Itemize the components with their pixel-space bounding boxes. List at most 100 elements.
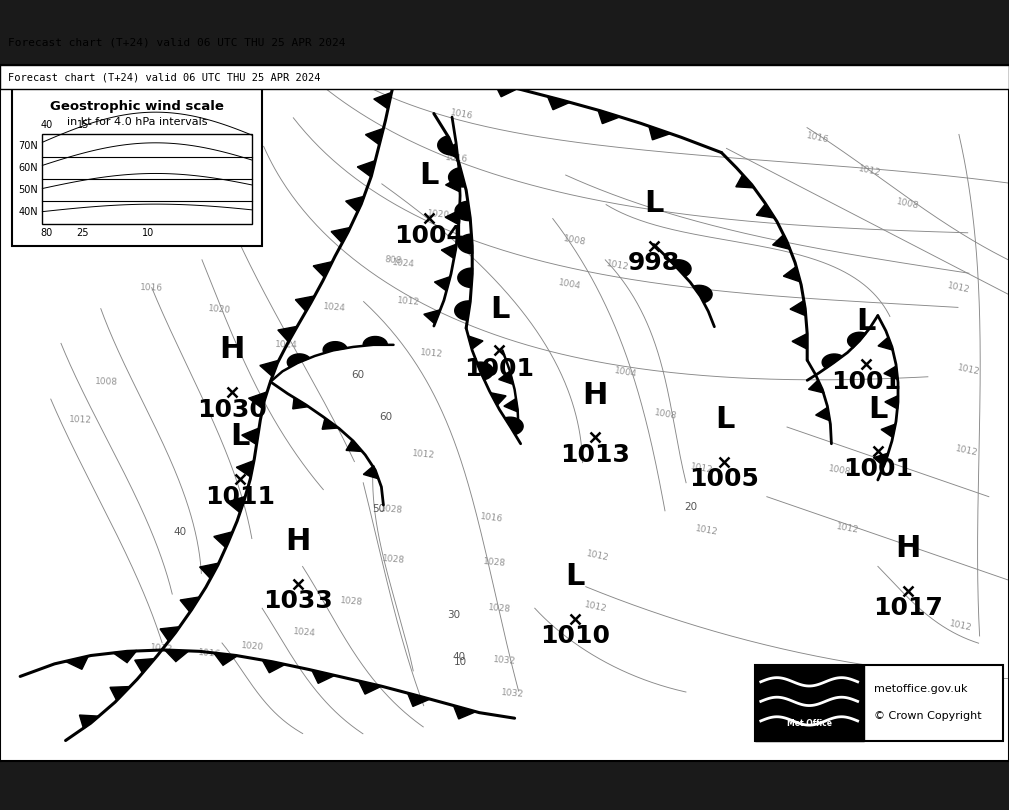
- Text: 1012: 1012: [955, 445, 979, 458]
- Text: 1010: 1010: [540, 625, 610, 648]
- Polygon shape: [438, 136, 455, 155]
- Polygon shape: [757, 204, 775, 218]
- Polygon shape: [736, 175, 755, 188]
- Text: 1004: 1004: [613, 366, 638, 379]
- Text: H: H: [895, 534, 921, 563]
- Polygon shape: [66, 656, 88, 669]
- Polygon shape: [453, 706, 476, 719]
- Bar: [42, 134, 252, 224]
- Polygon shape: [848, 332, 866, 347]
- Text: 1001: 1001: [843, 457, 913, 481]
- Polygon shape: [445, 210, 459, 225]
- Polygon shape: [363, 466, 378, 479]
- Polygon shape: [476, 362, 493, 380]
- Text: 60N: 60N: [19, 163, 38, 173]
- Text: 1012: 1012: [835, 522, 860, 535]
- Polygon shape: [792, 334, 807, 349]
- Polygon shape: [455, 201, 470, 220]
- Polygon shape: [458, 234, 473, 254]
- Polygon shape: [443, 143, 458, 158]
- Text: 1008: 1008: [827, 464, 852, 476]
- Text: 1016: 1016: [198, 648, 222, 659]
- Polygon shape: [503, 399, 518, 412]
- Polygon shape: [808, 380, 824, 393]
- Polygon shape: [312, 670, 335, 684]
- Polygon shape: [260, 360, 278, 377]
- Text: L: L: [489, 295, 510, 324]
- Polygon shape: [181, 597, 200, 612]
- Text: 1016: 1016: [450, 109, 474, 122]
- Polygon shape: [878, 337, 893, 350]
- Text: L: L: [644, 189, 664, 218]
- Text: L: L: [856, 308, 876, 336]
- Text: 1012: 1012: [70, 416, 92, 425]
- Text: Geostrophic wind scale: Geostrophic wind scale: [50, 100, 224, 113]
- Polygon shape: [293, 398, 309, 409]
- Polygon shape: [135, 659, 154, 673]
- Polygon shape: [455, 301, 470, 320]
- Text: 30: 30: [447, 610, 461, 620]
- Text: 40: 40: [173, 526, 187, 536]
- Bar: [755, 665, 864, 740]
- Text: Forecast chart (T+24) valid 06 UTC THU 25 APR 2024: Forecast chart (T+24) valid 06 UTC THU 2…: [8, 37, 345, 47]
- Polygon shape: [262, 660, 286, 673]
- Text: 1008: 1008: [896, 198, 920, 211]
- Text: 1012: 1012: [420, 348, 444, 360]
- Text: 1016: 1016: [479, 512, 503, 523]
- Text: L: L: [230, 422, 250, 451]
- Text: 1012: 1012: [694, 524, 718, 536]
- Text: 1016: 1016: [139, 283, 163, 292]
- Text: 1012: 1012: [957, 363, 981, 377]
- Polygon shape: [815, 407, 829, 420]
- Text: 40: 40: [40, 120, 52, 130]
- Text: 808: 808: [384, 254, 403, 265]
- Polygon shape: [110, 687, 130, 701]
- Text: 1012: 1012: [858, 164, 882, 177]
- Text: 1012: 1012: [412, 450, 436, 460]
- Text: 1008: 1008: [563, 234, 587, 247]
- Polygon shape: [446, 177, 460, 192]
- Text: 1005: 1005: [689, 467, 760, 492]
- Polygon shape: [790, 301, 806, 316]
- Polygon shape: [358, 681, 381, 694]
- Text: 998: 998: [628, 251, 680, 275]
- Text: 20: 20: [684, 502, 698, 512]
- Text: 1004: 1004: [558, 278, 582, 291]
- Polygon shape: [874, 453, 888, 467]
- Text: 1012: 1012: [605, 259, 630, 272]
- Polygon shape: [242, 428, 259, 445]
- Text: 1032: 1032: [492, 655, 517, 666]
- Text: 1012: 1012: [583, 600, 607, 613]
- Polygon shape: [357, 160, 375, 177]
- Polygon shape: [373, 92, 391, 109]
- Bar: [755, 665, 1003, 740]
- Text: H: H: [285, 526, 311, 556]
- Text: 1033: 1033: [262, 590, 333, 613]
- Polygon shape: [490, 393, 507, 405]
- Text: 1020: 1020: [208, 305, 232, 315]
- Text: 1013: 1013: [560, 443, 631, 467]
- Text: in kt for 4.0 hPa intervals: in kt for 4.0 hPa intervals: [67, 117, 208, 127]
- Bar: [0, 65, 1009, 89]
- Text: 1001: 1001: [830, 370, 901, 394]
- Polygon shape: [214, 531, 233, 548]
- Text: L: L: [714, 405, 735, 434]
- Polygon shape: [346, 440, 362, 451]
- Text: 1008: 1008: [654, 408, 678, 421]
- Polygon shape: [296, 296, 315, 312]
- Text: 25: 25: [77, 228, 89, 238]
- Polygon shape: [323, 342, 347, 352]
- Text: 1001: 1001: [464, 357, 535, 382]
- Text: 1028: 1028: [487, 603, 512, 614]
- Text: H: H: [219, 335, 245, 364]
- Polygon shape: [458, 268, 472, 288]
- Polygon shape: [822, 354, 843, 369]
- Text: Met Office: Met Office: [787, 719, 831, 728]
- Polygon shape: [200, 563, 219, 578]
- Polygon shape: [236, 461, 254, 477]
- Text: 40: 40: [452, 652, 466, 662]
- Polygon shape: [277, 326, 298, 342]
- Text: 1004: 1004: [394, 224, 464, 248]
- Bar: [12, 86, 262, 246]
- Polygon shape: [671, 260, 691, 276]
